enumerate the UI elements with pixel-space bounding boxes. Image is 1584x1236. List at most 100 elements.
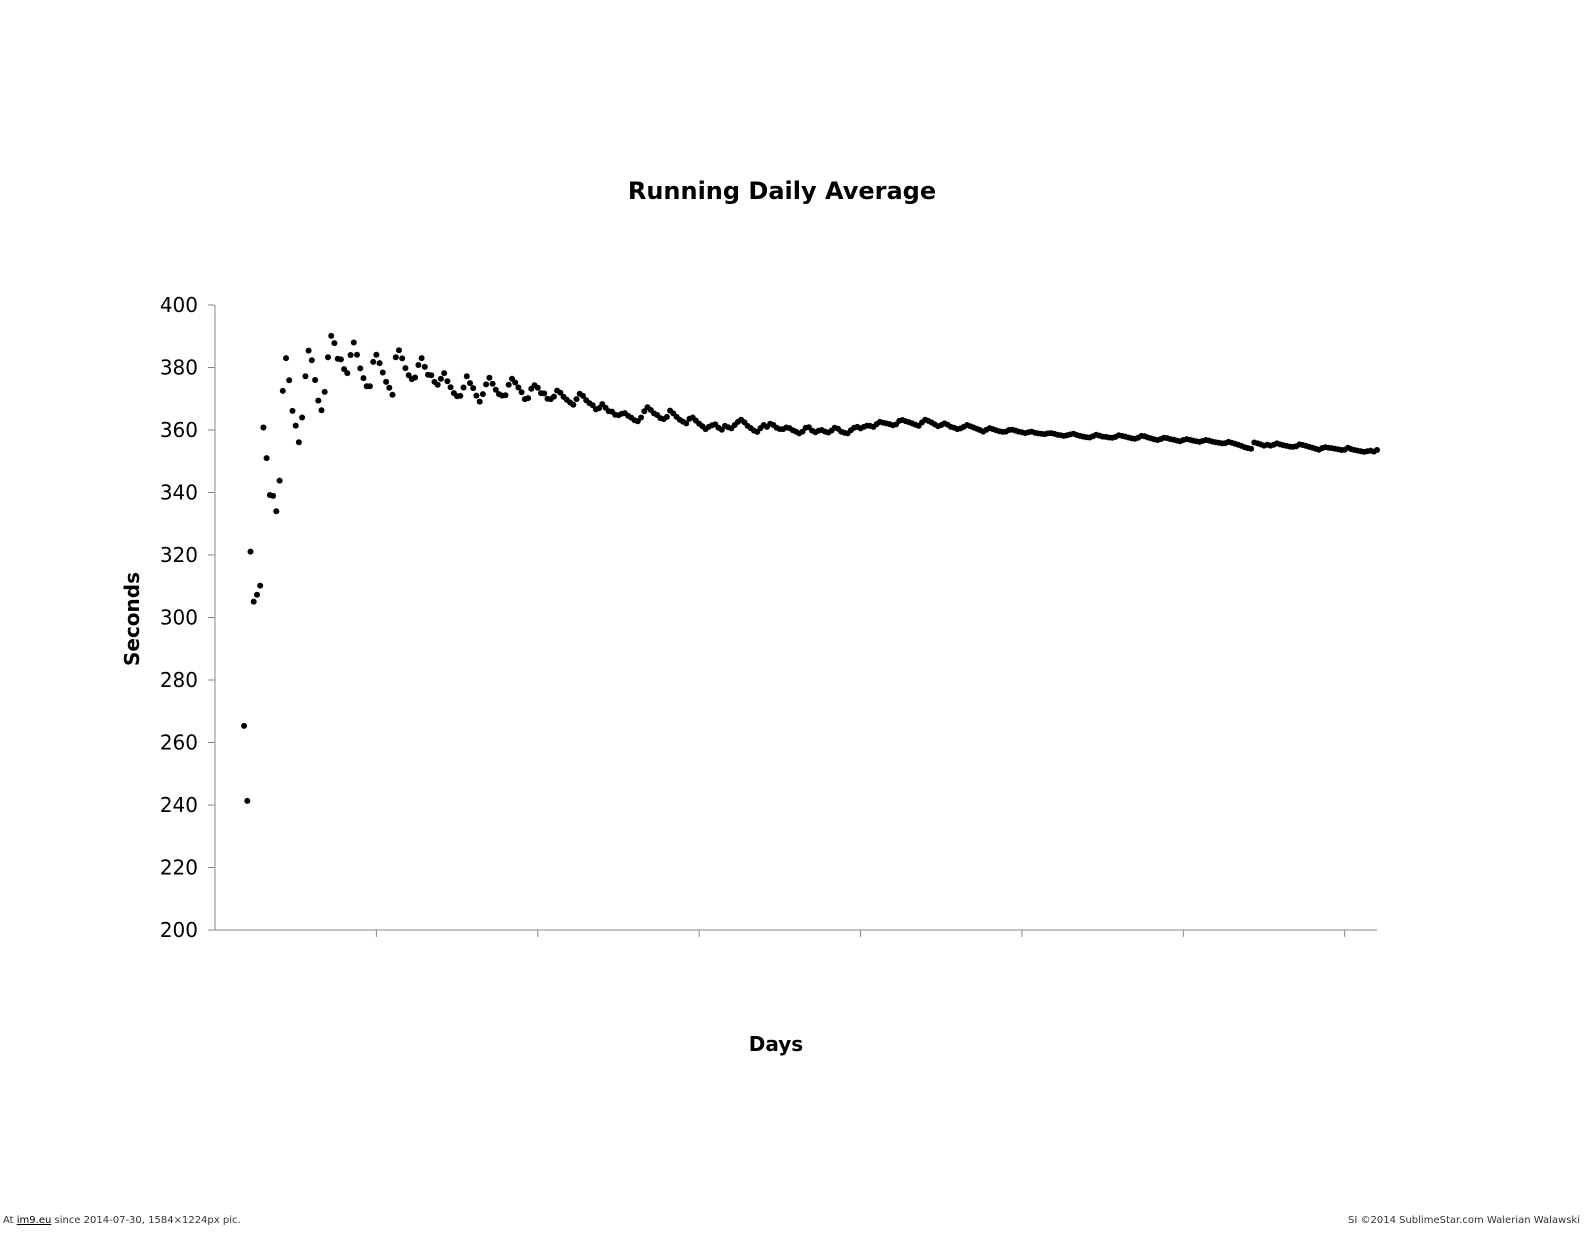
data-point xyxy=(444,378,451,385)
footer-left-prefix: At xyxy=(3,1215,17,1226)
data-point xyxy=(357,365,364,372)
data-point xyxy=(589,402,596,409)
data-point xyxy=(279,387,286,394)
footer-right: SI ©2014 SublimeStar.com Walerian Walaws… xyxy=(1348,1215,1580,1226)
footer-link[interactable]: im9.eu xyxy=(16,1215,52,1226)
y-tick-label: 340 xyxy=(160,481,198,505)
data-point xyxy=(350,339,357,346)
data-point xyxy=(512,379,519,386)
data-point xyxy=(328,332,335,339)
data-point xyxy=(525,395,532,402)
data-point xyxy=(254,591,260,598)
data-point xyxy=(321,388,328,395)
data-point xyxy=(1374,447,1380,453)
data-point xyxy=(292,422,299,429)
data-point xyxy=(534,384,541,391)
data-point xyxy=(289,407,296,414)
data-point xyxy=(479,391,486,398)
chart-title: Running Daily Average xyxy=(628,177,936,205)
data-point xyxy=(580,392,586,399)
data-point xyxy=(663,413,670,420)
data-point xyxy=(447,384,454,391)
data-point xyxy=(483,381,490,388)
data-point xyxy=(641,408,648,415)
data-point xyxy=(476,398,483,405)
data-point xyxy=(473,392,480,399)
data-point xyxy=(344,370,351,377)
data-point xyxy=(460,384,467,391)
data-point xyxy=(341,366,348,373)
data-point xyxy=(318,407,325,414)
y-tick-label: 280 xyxy=(160,668,198,692)
footer-left: At im9.eu since 2014-07-30, 1584×1224px … xyxy=(3,1215,241,1226)
y-axis-label: Seconds xyxy=(120,572,144,666)
data-point xyxy=(354,351,360,358)
data-point xyxy=(376,360,383,367)
y-ticks: 200 220 240 260 280 300 320 340 360 380 400 xyxy=(160,293,215,942)
y-tick-label: 200 xyxy=(160,918,198,942)
data-point xyxy=(283,355,289,362)
data-point xyxy=(360,375,367,382)
data-point xyxy=(263,455,270,462)
data-point xyxy=(383,378,390,385)
data-point xyxy=(270,492,277,499)
data-point xyxy=(373,351,380,358)
data-point xyxy=(250,598,257,605)
data-point xyxy=(396,347,402,354)
data-point xyxy=(570,401,577,408)
data-point xyxy=(244,797,251,804)
data-point xyxy=(315,397,322,404)
data-point xyxy=(505,381,512,388)
data-point xyxy=(541,390,548,397)
data-point xyxy=(418,355,425,362)
data-point xyxy=(596,405,603,412)
data-point xyxy=(370,358,377,365)
data-point xyxy=(295,439,302,446)
x-ticks xyxy=(375,930,1346,937)
y-tick-label: 360 xyxy=(160,418,198,442)
data-point xyxy=(486,374,493,381)
data-point xyxy=(502,392,509,399)
y-tick-label: 400 xyxy=(160,293,198,317)
data-point xyxy=(437,375,444,382)
data-point xyxy=(550,393,557,400)
data-point xyxy=(573,396,580,403)
data-point xyxy=(257,582,264,589)
data-point xyxy=(379,369,386,376)
data-point xyxy=(392,354,399,361)
y-tick-label: 320 xyxy=(160,543,198,567)
data-point xyxy=(434,381,441,388)
data-point xyxy=(489,380,496,387)
data-point xyxy=(273,508,280,515)
data-point xyxy=(347,352,354,358)
data-point xyxy=(312,377,319,383)
data-point xyxy=(463,373,470,380)
data-point xyxy=(518,389,525,396)
data-point xyxy=(305,347,312,354)
data-point xyxy=(299,414,306,421)
data-point xyxy=(415,362,422,368)
data-points xyxy=(241,332,1380,804)
data-point xyxy=(276,477,283,484)
data-point xyxy=(638,414,645,421)
data-point xyxy=(441,370,448,377)
data-point xyxy=(337,356,344,363)
data-point xyxy=(402,365,409,372)
data-point xyxy=(247,548,254,555)
data-point xyxy=(260,424,267,431)
data-point xyxy=(399,355,406,362)
data-point xyxy=(470,385,477,392)
data-point xyxy=(492,386,499,393)
footer-left-suffix: since 2014-07-30, 1584×1224px pic. xyxy=(51,1215,241,1226)
y-tick-label: 240 xyxy=(160,793,198,817)
y-tick-label: 260 xyxy=(160,731,198,755)
y-tick-label: 380 xyxy=(160,356,198,380)
data-point xyxy=(412,374,419,381)
data-point xyxy=(1248,445,1255,452)
data-point xyxy=(308,357,315,364)
data-point xyxy=(331,340,338,347)
data-point xyxy=(386,384,393,391)
data-point xyxy=(286,377,293,384)
data-point xyxy=(325,354,331,361)
